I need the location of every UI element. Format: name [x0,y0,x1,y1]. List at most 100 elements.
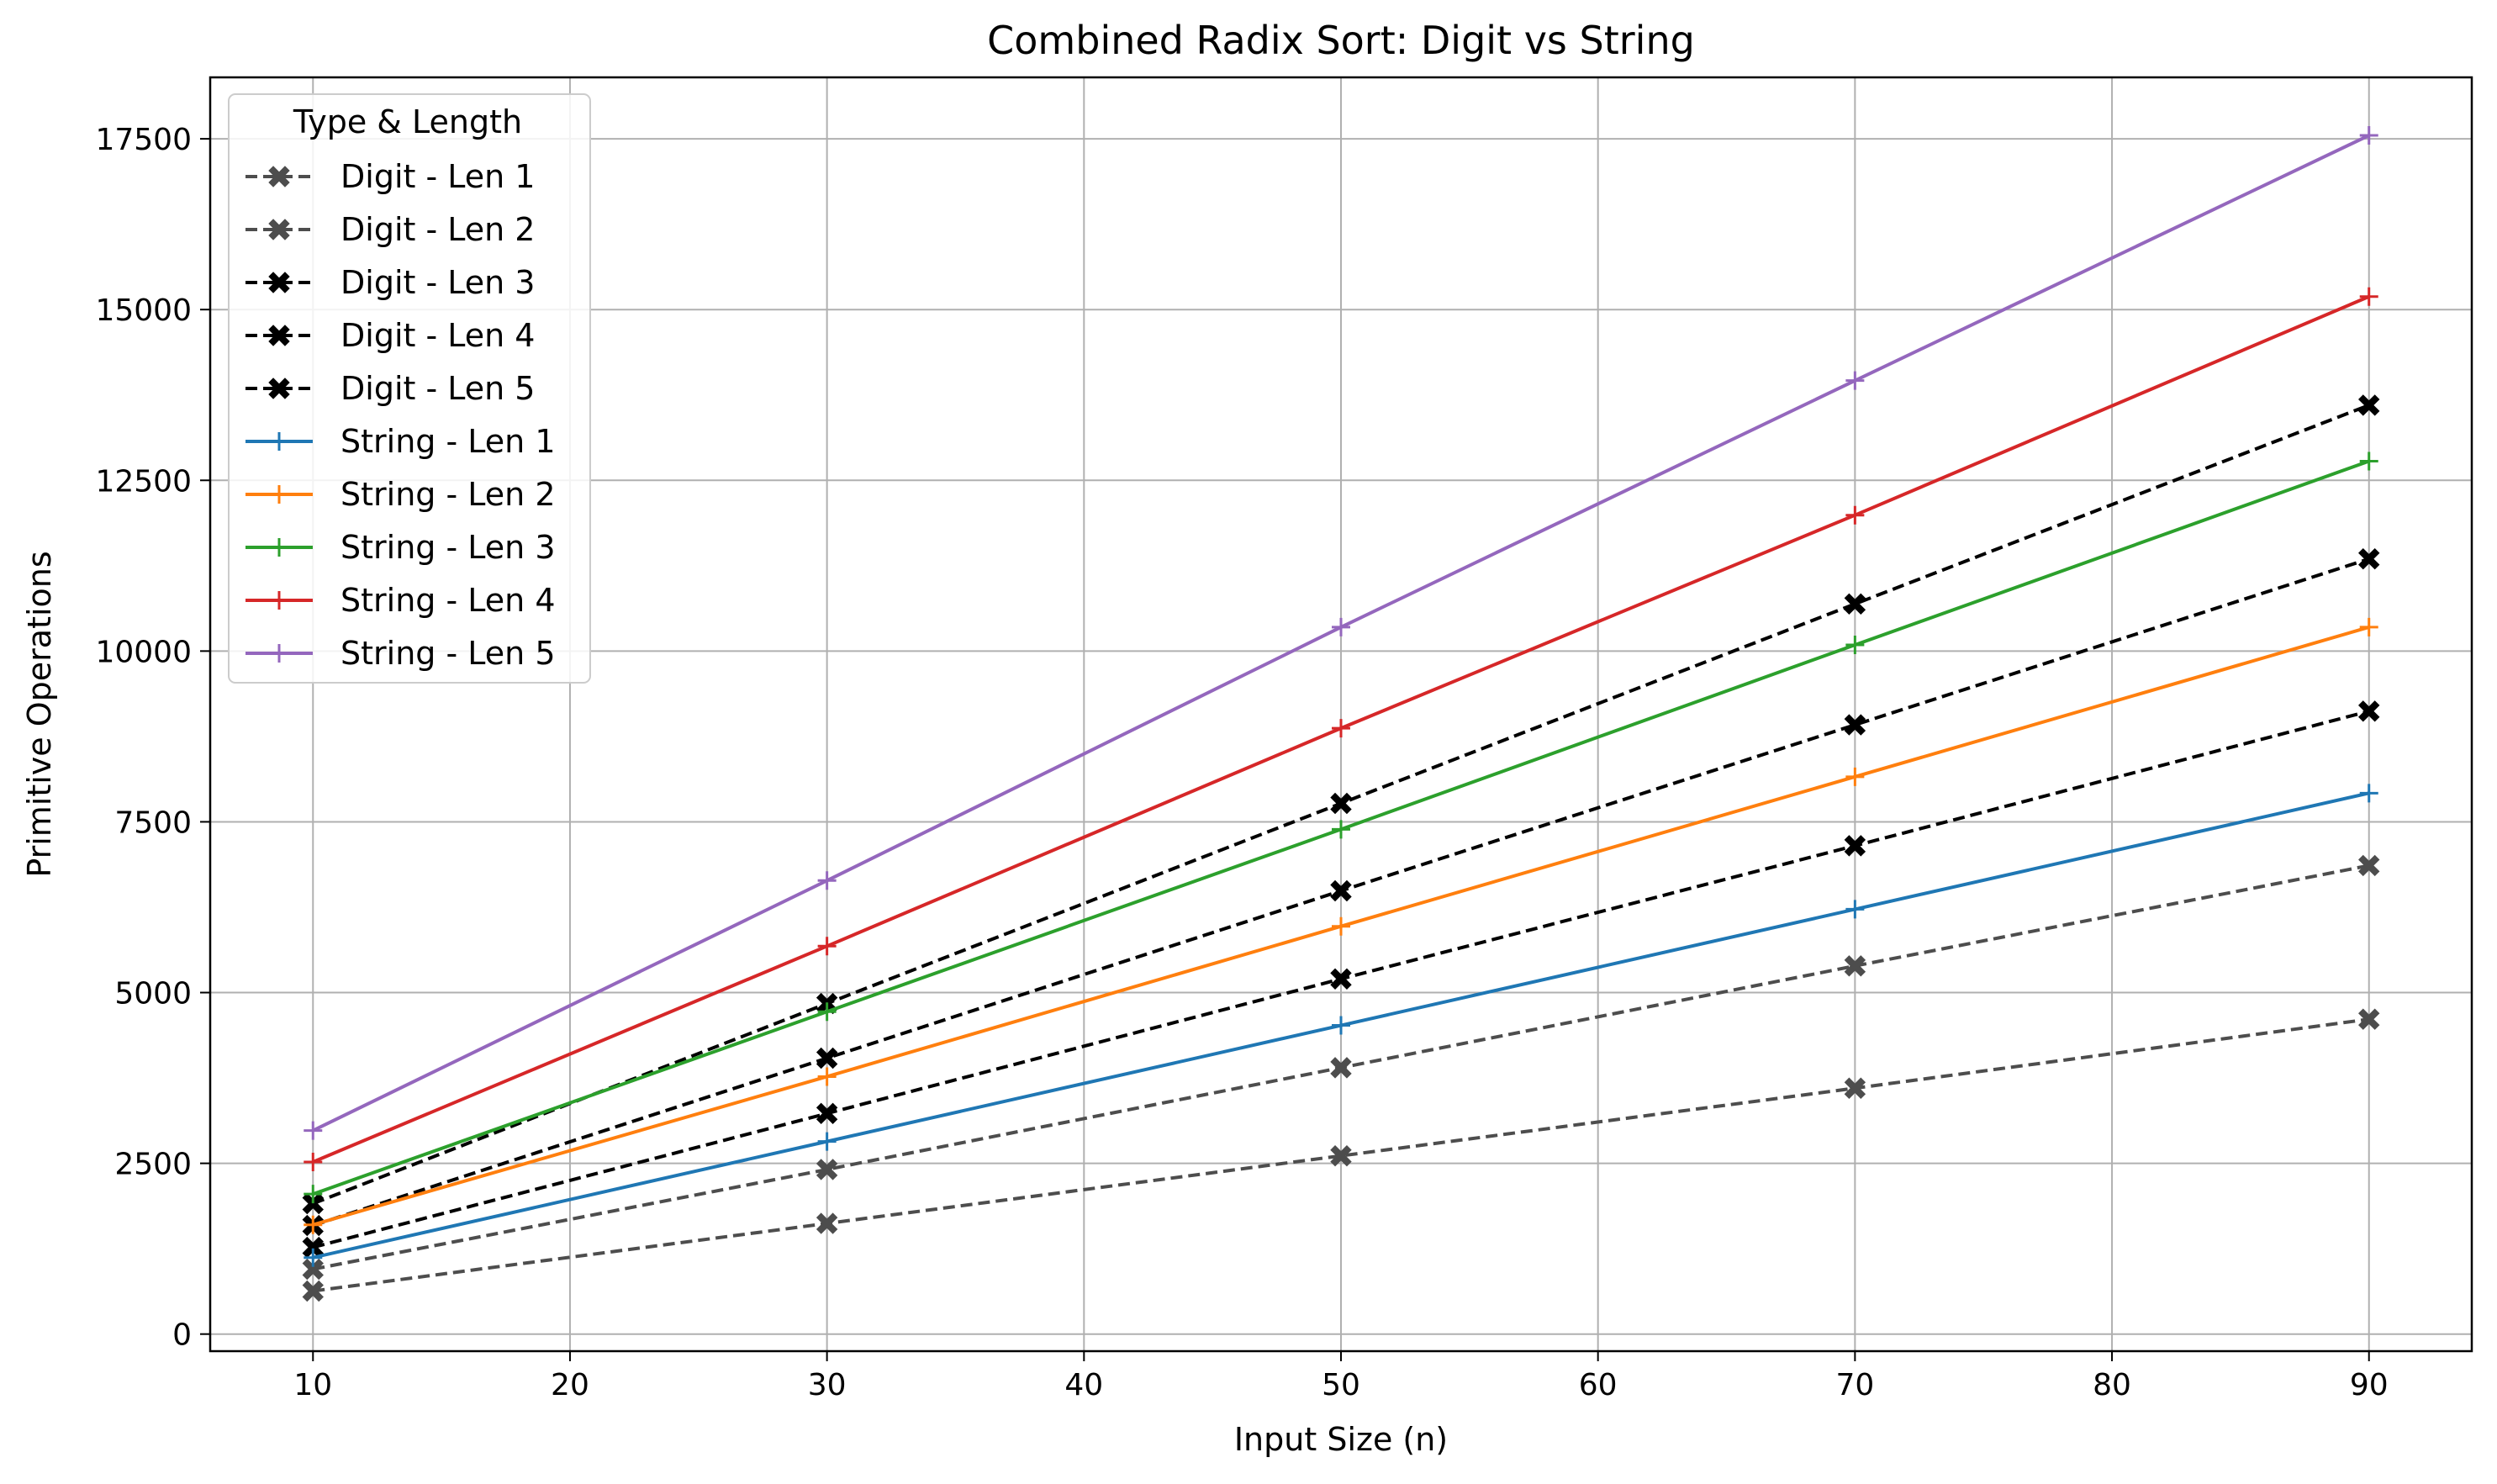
legend-label: Digit - Len 5 [340,370,536,407]
series-digit-len-1 [302,1008,2380,1302]
legend-label: String - Len 1 [340,423,556,460]
legend-title: Type & Length [293,103,522,140]
legend-label: Digit - Len 3 [340,264,536,301]
data-point [1844,1077,1866,1099]
data-point [268,272,290,293]
legend-item: Digit - Len 4 [245,317,536,354]
data-point [270,485,288,504]
data-point [1332,1016,1350,1035]
plot-series [302,126,2380,1302]
legend-label: String - Len 5 [340,635,556,672]
legend-label: Digit - Len 4 [340,317,536,354]
legend-box [228,93,591,684]
data-point [2359,784,2378,803]
x-axis-title: Input Size (n) [1234,1421,1448,1458]
data-point [2358,700,2380,722]
data-point [270,538,288,557]
data-point [816,1047,838,1069]
data-point [2358,547,2380,570]
legend-item: Digit - Len 2 [245,211,536,248]
legend-label: Digit - Len 1 [340,158,536,195]
series-digit-len-3 [302,700,2380,1259]
data-point [1332,617,1350,636]
x-tick-label: 70 [1835,1368,1874,1402]
data-point [2358,1008,2380,1030]
data-point [2358,854,2380,877]
y-tick-label: 7500 [114,805,192,840]
y-axis-title: Primitive Operations [21,551,58,877]
y-axis-ticks: 0 2500 5000 7500 10000 12500 15000 17500 [95,123,210,1353]
data-point [1332,719,1350,738]
y-tick-label: 17500 [95,123,192,157]
data-point [817,937,837,956]
legend-item: Digit - Len 1 [245,158,536,195]
legend-label: String - Len 4 [340,582,556,619]
legend-item: Digit - Len 5 [245,370,536,407]
legend-item: String - Len 4 [245,582,556,619]
series-digit-len-5 [302,394,2380,1215]
data-point [1844,593,1866,615]
x-tick-label: 60 [1579,1368,1618,1402]
x-tick-label: 90 [2350,1368,2389,1402]
data-point [304,1185,323,1204]
legend-label: Digit - Len 2 [340,211,536,248]
data-point [268,378,290,399]
data-point [268,166,290,187]
series-string-len-4 [304,287,2378,1171]
data-point [816,1159,838,1180]
x-tick-label: 80 [2093,1368,2131,1402]
legend-label: String - Len 2 [340,476,556,513]
series-string-len-1 [304,784,2378,1267]
y-tick-label: 15000 [95,293,192,328]
data-point [1332,820,1350,839]
series-string-len-5 [304,126,2378,1140]
data-point [302,1280,324,1302]
data-point [304,1152,323,1171]
chart-title: Combined Radix Sort: Digit vs String [987,18,1695,63]
legend-item: String - Len 1 [245,423,556,460]
data-point [270,591,288,610]
y-tick-label: 2500 [114,1148,192,1182]
series-digit-len-2 [302,854,2380,1281]
data-point [304,1215,323,1234]
data-point [1844,714,1866,736]
legend-item: String - Len 2 [245,476,556,513]
data-point [268,219,290,240]
x-tick-label: 40 [1064,1368,1103,1402]
legend-item: String - Len 3 [245,529,556,566]
y-tick-label: 5000 [114,977,192,1011]
data-point [817,1002,837,1022]
series-string-len-2 [304,617,2378,1234]
data-point [1330,968,1352,990]
data-point [1845,900,1865,919]
x-axis-ticks: 10 20 30 40 50 60 70 80 90 [293,1351,2389,1402]
data-point [2359,617,2378,636]
data-point [816,1102,838,1125]
data-point [302,1236,324,1259]
data-point [2359,287,2378,306]
data-point [270,432,288,451]
legend-item: Digit - Len 3 [245,264,536,301]
y-tick-label: 10000 [95,635,192,669]
data-point [1330,1057,1352,1079]
data-point [816,1212,838,1234]
data-point [268,325,290,346]
data-point [817,1067,837,1086]
data-point [817,871,837,890]
series-string-len-3 [304,452,2378,1204]
x-tick-label: 20 [551,1368,589,1402]
legend-item: String - Len 5 [245,635,556,672]
y-tick-label: 0 [172,1318,192,1353]
x-tick-label: 30 [808,1368,847,1402]
data-point [1330,1144,1352,1167]
x-tick-label: 10 [293,1368,332,1402]
legend: Type & Length Digit - Len 1 Digit - Len 2… [228,93,591,684]
data-point [817,1132,837,1151]
data-point [2359,126,2378,145]
data-point [1845,767,1865,786]
data-point [270,644,288,663]
data-point [2359,452,2378,471]
data-point [1845,636,1865,655]
data-point [1330,879,1352,902]
